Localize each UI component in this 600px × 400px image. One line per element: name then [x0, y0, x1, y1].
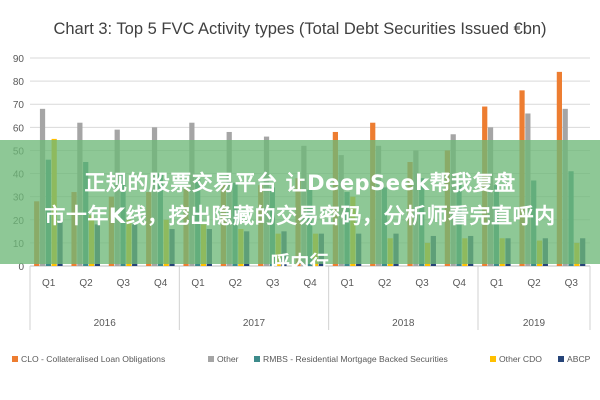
y-tick-label: 70: [13, 100, 25, 111]
promo-overlay-banner[interactable]: 正规的股票交易平台 让DeepSeek帮我复盘 市十年K线，挖出隐藏的交易密码，…: [0, 140, 600, 274]
x-tick-label: Q1: [191, 278, 205, 289]
overlay-line-1: 正规的股票交易平台 让DeepSeek帮我复盘: [84, 171, 516, 195]
legend-swatch: [12, 356, 18, 362]
x-tick-label: Q4: [154, 278, 168, 289]
x-tick-label: Q4: [303, 278, 317, 289]
legend-entry: RMBS - Residential Mortgage Backed Secur…: [263, 354, 448, 364]
legend: CLO - Collateralised Loan Obligations Oth…: [12, 354, 591, 364]
legend-entry: Other: [217, 354, 239, 364]
x-tick-label: Q3: [415, 278, 429, 289]
legend-swatch: [254, 356, 260, 362]
chart-title: Chart 3: Top 5 FVC Activity types (Total…: [53, 20, 546, 38]
x-tick-label: Q2: [527, 278, 541, 289]
year-group-label: 2016: [94, 318, 117, 329]
x-axis-labels: Q1 Q2 Q3 Q4 Q1 Q2 Q3 Q4 Q1 Q2 Q3 Q4 Q1 Q2 Q3 2016 2017 20…: [29, 266, 591, 330]
y-tick-label: 80: [13, 77, 25, 88]
x-tick-label: Q3: [117, 278, 131, 289]
legend-swatch: [558, 356, 564, 362]
legend-swatch: [490, 356, 496, 362]
legend-entry: Other CDO: [499, 354, 542, 364]
x-tick-label: Q4: [453, 278, 467, 289]
y-tick-label: 90: [13, 54, 25, 65]
x-tick-label: Q2: [229, 278, 243, 289]
legend-entry: ABCP: [567, 354, 591, 364]
overlay-line-2: 市十年K线，挖出隐藏的交易密码，分析师看完直呼内: [44, 204, 556, 228]
x-tick-label: Q2: [79, 278, 93, 289]
x-tick-label: Q1: [341, 278, 355, 289]
overlay-line-3: 呼内行: [270, 252, 330, 274]
legend-swatch: [208, 356, 214, 362]
year-group-label: 2017: [243, 318, 266, 329]
y-tick-label: 60: [13, 123, 25, 134]
legend-entry: CLO - Collateralised Loan Obligations: [21, 354, 165, 364]
year-group-label: 2019: [523, 318, 546, 329]
year-group-label: 2018: [392, 318, 415, 329]
x-tick-label: Q1: [42, 278, 56, 289]
y-tick-label: 0: [18, 262, 24, 273]
x-tick-label: Q1: [490, 278, 504, 289]
x-tick-label: Q2: [378, 278, 392, 289]
x-tick-label: Q3: [565, 278, 579, 289]
x-tick-label: Q3: [266, 278, 280, 289]
